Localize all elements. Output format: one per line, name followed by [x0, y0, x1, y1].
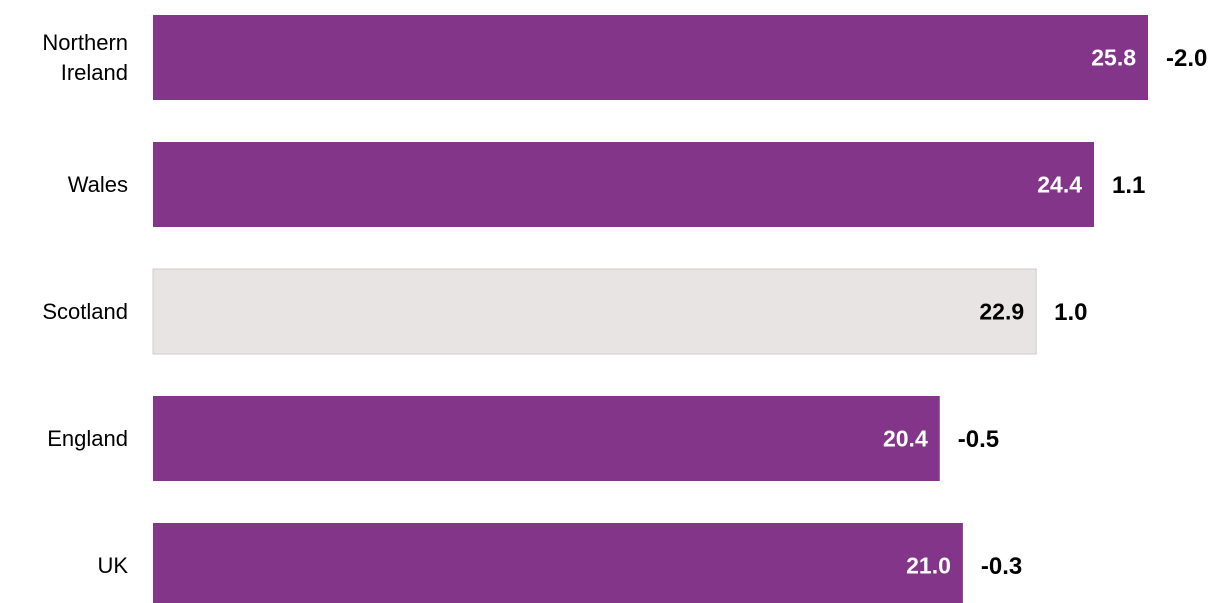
category-label: Northern Ireland [42, 29, 128, 85]
change-label: -0.3 [981, 553, 1022, 580]
bar [153, 396, 940, 481]
value-label: 24.4 [1037, 172, 1082, 198]
category-label: UK [97, 552, 128, 578]
category-label: Wales [67, 171, 128, 197]
value-label: 21.0 [906, 553, 951, 579]
change-label: -2.0 [1166, 45, 1207, 72]
category-label: England [47, 425, 128, 451]
bar [153, 523, 963, 603]
bar [153, 142, 1095, 227]
value-label: 22.9 [979, 299, 1024, 325]
bar [152, 268, 1037, 355]
value-label: 25.8 [1091, 45, 1136, 71]
change-label: 1.1 [1112, 172, 1145, 199]
bar [153, 15, 1148, 100]
category-label: Scotland [42, 298, 128, 324]
change-label: -0.5 [958, 426, 999, 453]
change-label: 1.0 [1054, 299, 1087, 326]
value-label: 20.4 [883, 426, 928, 452]
